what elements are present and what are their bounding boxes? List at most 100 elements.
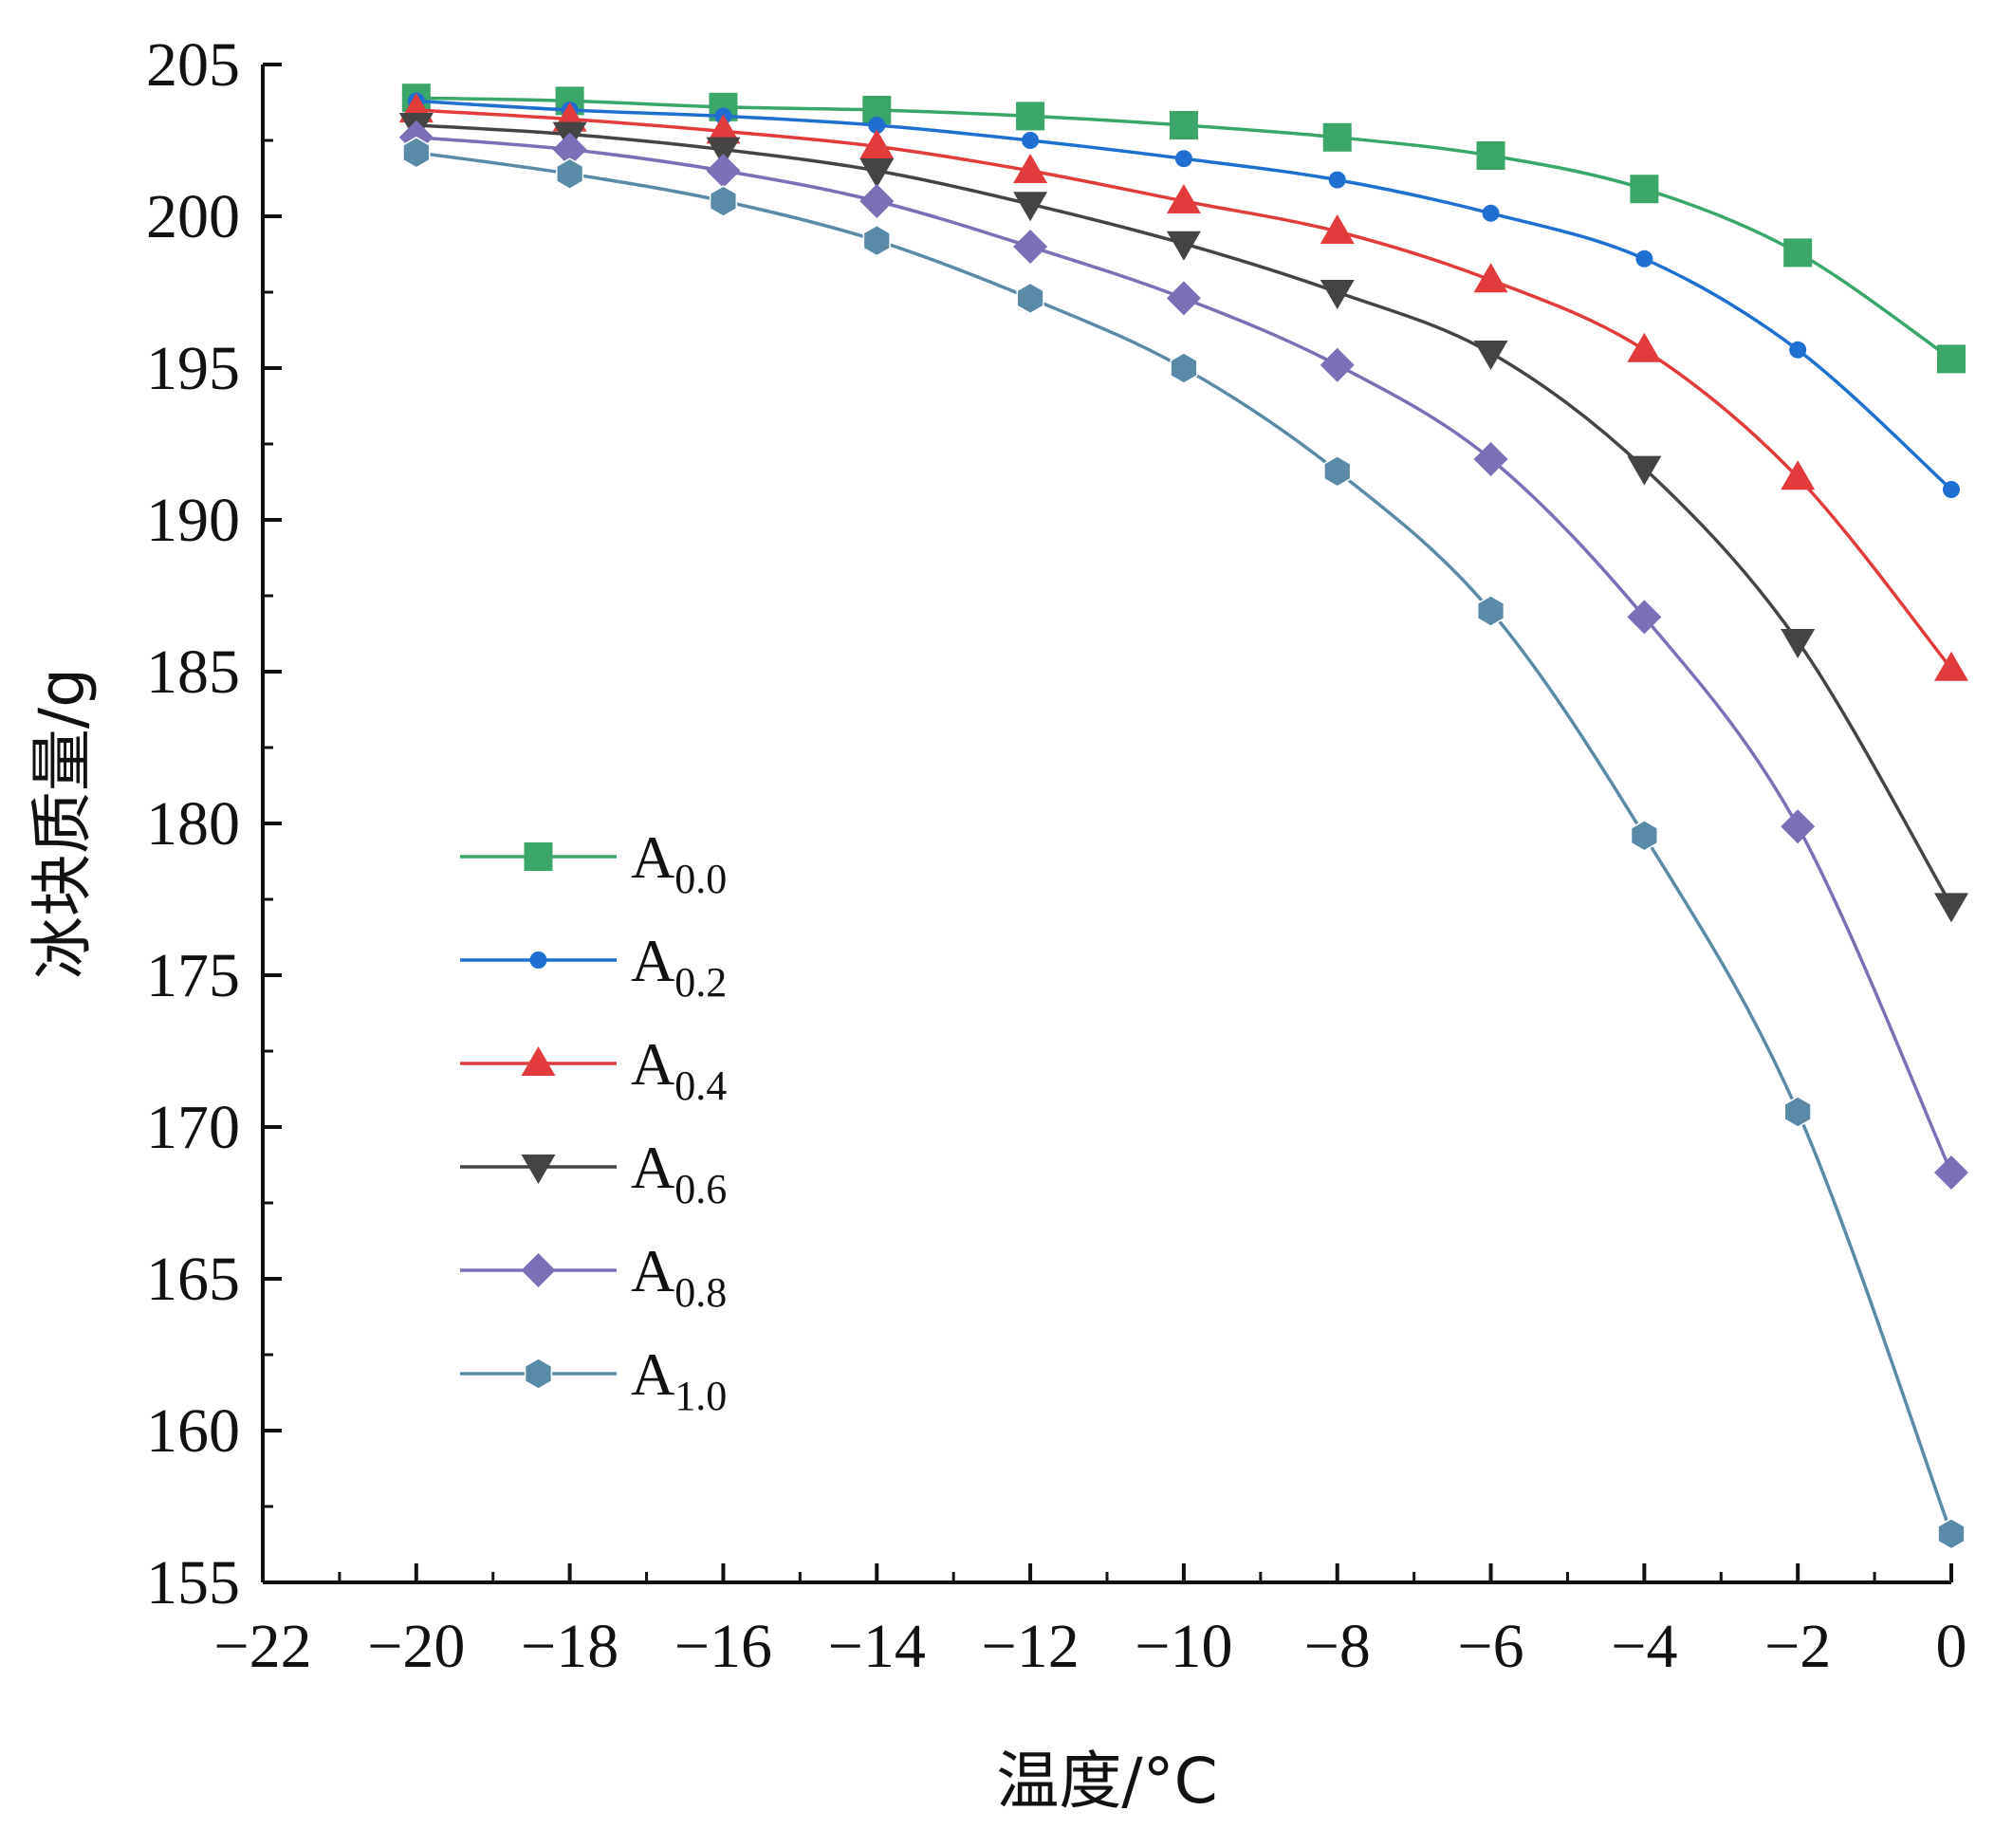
series-0.0 [401, 83, 1966, 374]
x-tick-label: −10 [1135, 1612, 1232, 1681]
y-tick-label: 170 [146, 1093, 240, 1162]
y-tick-label: 185 [146, 638, 240, 707]
data-point [706, 154, 741, 188]
legend-swatch-marker [521, 1253, 556, 1287]
data-point [1783, 238, 1813, 268]
data-point [1943, 481, 1960, 498]
axes: −22 −20 −18 −16 −14 −12 −10 −8 −6 −4 −2 01551601651… [146, 30, 1967, 1681]
x-tick-label: −18 [521, 1612, 619, 1681]
y-tick-label: 160 [146, 1396, 240, 1466]
x-tick-label: −2 [1764, 1612, 1831, 1681]
data-point [1174, 150, 1192, 168]
data-point [1013, 154, 1048, 183]
data-point [1781, 809, 1816, 844]
legend-item: A1.0 [460, 1340, 727, 1419]
data-point [1630, 175, 1659, 204]
data-point [1022, 132, 1040, 149]
data-point [1473, 263, 1508, 293]
series-line [415, 108, 1953, 670]
y-tick-label: 205 [146, 30, 240, 100]
data-point [1476, 141, 1505, 170]
data-point [859, 158, 895, 188]
x-tick-label: −6 [1457, 1612, 1523, 1681]
data-point [1482, 204, 1500, 222]
y-tick-label: 155 [146, 1548, 240, 1617]
legend-swatch-marker [524, 1358, 553, 1390]
data-point [1789, 341, 1807, 359]
data-point [1320, 347, 1355, 382]
data-point [552, 132, 587, 167]
series-line [415, 99, 1953, 491]
x-tick-label: −14 [828, 1612, 926, 1681]
y-axis-title: 冰块质量/g [26, 668, 99, 979]
data-point [1934, 1155, 1968, 1190]
legend-label: A1.0 [631, 1340, 727, 1419]
x-tick-label: 0 [1936, 1612, 1967, 1681]
legend-item: A0.6 [460, 1134, 727, 1212]
legend-item: A0.4 [460, 1030, 727, 1109]
x-tick-label: −20 [367, 1612, 465, 1681]
legend-label: A0.8 [631, 1237, 727, 1316]
legend-swatch-marker [521, 1155, 556, 1184]
y-tick-label: 200 [146, 182, 240, 251]
legend-label: A0.2 [631, 927, 727, 1006]
legend-item: A0.2 [460, 927, 727, 1006]
data-point [1630, 819, 1658, 852]
legend-label: A0.4 [631, 1030, 727, 1109]
data-point [1937, 1517, 1966, 1550]
series-layer [398, 83, 1968, 1550]
data-point [1166, 281, 1201, 316]
y-tick-label: 165 [146, 1245, 240, 1314]
x-tick-label: −12 [981, 1612, 1079, 1681]
legend-swatch-marker [521, 1046, 556, 1076]
y-tick-label: 190 [146, 486, 240, 555]
data-point [1627, 455, 1662, 486]
data-point [859, 129, 895, 159]
data-point [1013, 230, 1048, 264]
series-0.8 [398, 120, 1968, 1190]
legend-label: A0.6 [631, 1134, 727, 1212]
legend-label: A0.0 [631, 823, 727, 902]
data-point [1166, 231, 1201, 261]
data-point [1635, 249, 1653, 268]
y-tick-label: 180 [146, 789, 240, 859]
data-point [1783, 1096, 1812, 1128]
legend-swatch-marker [529, 952, 547, 969]
x-tick-label: −4 [1611, 1612, 1677, 1681]
data-point [1323, 454, 1352, 488]
data-point [1166, 184, 1201, 213]
data-point [402, 136, 431, 169]
data-point [1934, 893, 1968, 923]
data-point [1320, 280, 1355, 309]
x-axis-title: 温度/°C [996, 1745, 1217, 1818]
legend: A0.0 A0.2 A0.4 A0.6 A0.8 A1.0 [460, 823, 727, 1419]
data-point [1473, 341, 1508, 370]
data-point [1320, 214, 1355, 244]
data-point [1476, 595, 1505, 627]
data-point [1627, 600, 1662, 635]
data-point [1016, 102, 1045, 131]
data-point [556, 157, 584, 191]
series-line [415, 123, 1953, 907]
data-point [1781, 629, 1816, 658]
legend-item: A0.0 [460, 823, 727, 902]
data-point [1169, 111, 1198, 139]
data-point [706, 114, 741, 144]
x-tick-label: −22 [213, 1612, 311, 1681]
legend-swatch-marker [524, 842, 553, 871]
data-point [1322, 122, 1352, 152]
data-point [706, 137, 741, 167]
data-point [1781, 460, 1816, 490]
series-1.0 [402, 136, 1966, 1550]
y-tick-label: 195 [146, 334, 240, 403]
data-point [709, 185, 738, 217]
series-0.4 [398, 93, 1968, 681]
data-point [1937, 344, 1966, 374]
data-point [1473, 442, 1508, 476]
data-point [868, 117, 886, 134]
y-tick-label: 175 [146, 941, 240, 1010]
x-tick-label: −16 [674, 1612, 772, 1681]
data-point [859, 184, 895, 218]
data-point [1013, 192, 1048, 222]
